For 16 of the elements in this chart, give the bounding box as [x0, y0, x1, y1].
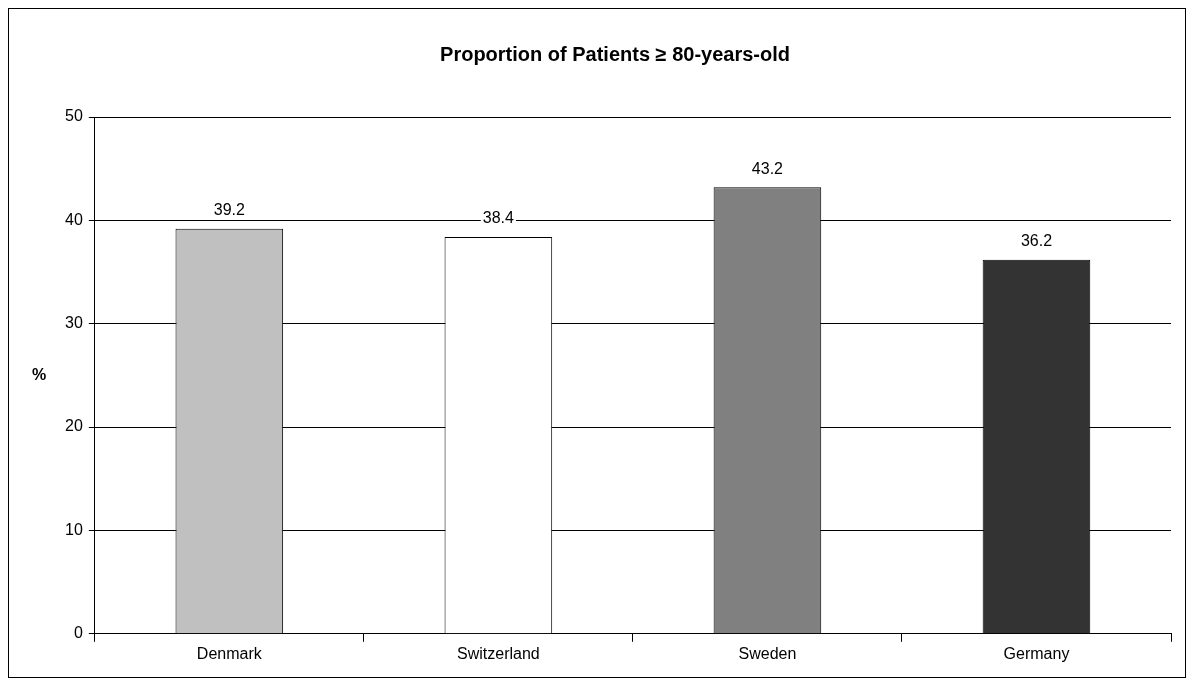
x-tick-label: Sweden: [738, 644, 797, 662]
x-tick-label: Switzerland: [457, 644, 540, 662]
x-tick-label: Germany: [1003, 644, 1070, 662]
y-axis-title: %: [31, 365, 47, 383]
chart-title: Proportion of Patients ≥ 80-years-old: [440, 42, 790, 65]
data-label: 38.4: [482, 209, 515, 227]
y-tick-label: 0: [73, 624, 83, 642]
y-tick-label: 50: [65, 107, 83, 125]
data-label: 39.2: [213, 201, 245, 219]
y-tick-label: 20: [65, 417, 83, 435]
data-label: 43.2: [751, 159, 784, 177]
data-label: 36.2: [1020, 232, 1053, 250]
y-tick-label: 10: [65, 520, 83, 538]
y-tick-label: 30: [65, 314, 83, 332]
y-tick-label: 40: [65, 210, 83, 228]
x-tick-label: Denmark: [196, 644, 263, 662]
